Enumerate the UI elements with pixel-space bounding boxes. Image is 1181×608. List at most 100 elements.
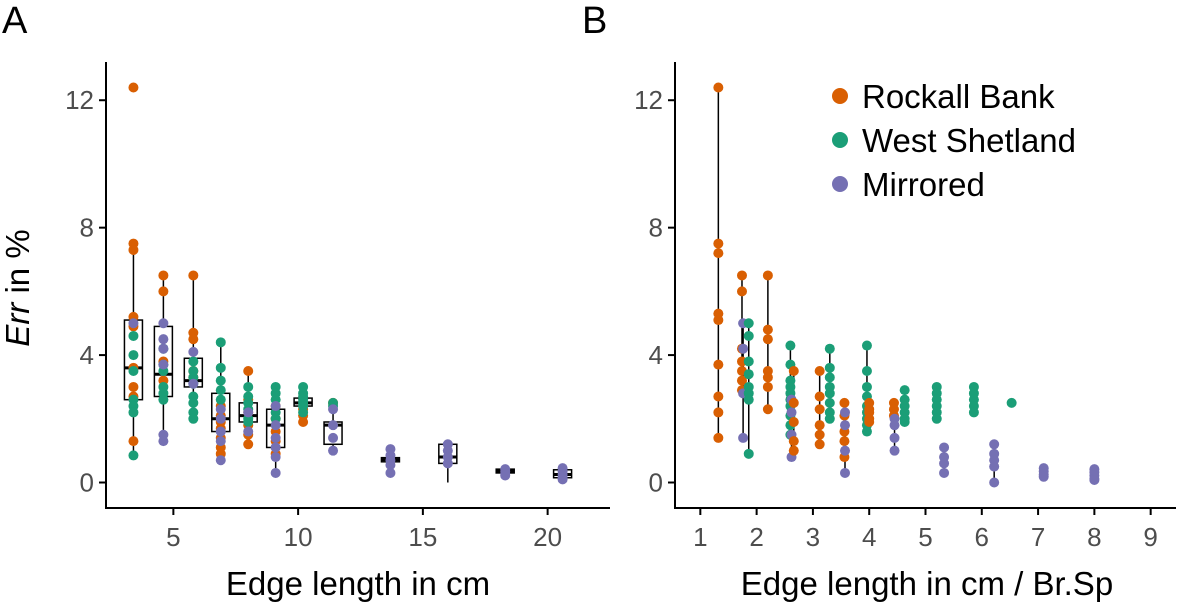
point-shetland bbox=[158, 394, 169, 405]
point-mirrored bbox=[158, 343, 169, 354]
point-rockall bbox=[128, 436, 139, 447]
point-mirrored bbox=[738, 432, 749, 443]
panel-b-x-tick-label: 1 bbox=[693, 522, 707, 552]
point-mirrored bbox=[738, 343, 749, 354]
panel-b-y-tick-label: 0 bbox=[649, 468, 663, 498]
point-shetland bbox=[861, 366, 872, 377]
point-mirrored bbox=[270, 452, 281, 463]
point-mirrored bbox=[786, 407, 797, 418]
point-rockall bbox=[814, 429, 825, 440]
point-mirrored bbox=[840, 407, 851, 418]
panel-b-x-tick-label: 9 bbox=[1143, 522, 1157, 552]
point-rockall bbox=[788, 366, 799, 377]
point-mirrored bbox=[215, 436, 226, 447]
point-shetland bbox=[215, 394, 226, 405]
point-rockall bbox=[243, 366, 254, 377]
point-mirrored bbox=[215, 404, 226, 415]
point-rockall bbox=[762, 404, 773, 415]
point-shetland bbox=[243, 416, 254, 427]
point-mirrored bbox=[270, 420, 281, 431]
point-rockall bbox=[188, 334, 199, 345]
y-axis-title-rest: in % bbox=[0, 229, 36, 302]
point-mirrored bbox=[840, 467, 851, 478]
point-shetland bbox=[128, 450, 139, 461]
point-shetland bbox=[215, 337, 226, 348]
point-rockall bbox=[736, 375, 747, 386]
point-shetland bbox=[743, 318, 754, 329]
point-rockall bbox=[864, 416, 875, 427]
point-rockall bbox=[814, 439, 825, 450]
point-mirrored bbox=[1089, 474, 1100, 485]
legend-key-shetland bbox=[832, 132, 848, 148]
point-rockall bbox=[762, 270, 773, 281]
point-mirrored bbox=[158, 436, 169, 447]
point-mirrored bbox=[270, 467, 281, 478]
point-shetland bbox=[188, 397, 199, 408]
point-shetland bbox=[968, 407, 979, 418]
point-shetland bbox=[899, 385, 910, 396]
point-mirrored bbox=[270, 432, 281, 443]
point-rockall bbox=[788, 436, 799, 447]
point-rockall bbox=[713, 432, 724, 443]
point-rockall bbox=[814, 404, 825, 415]
point-shetland bbox=[298, 407, 309, 418]
panel-b-x-tick-label: 3 bbox=[806, 522, 820, 552]
point-shetland bbox=[128, 330, 139, 341]
point-mirrored bbox=[215, 426, 226, 437]
point-rockall bbox=[713, 238, 724, 249]
point-rockall bbox=[788, 445, 799, 456]
panel-a-x-tick-label: 15 bbox=[408, 522, 437, 552]
panel-b-x-tick-label: 8 bbox=[1087, 522, 1101, 552]
point-mirrored bbox=[243, 407, 254, 418]
point-rockall bbox=[814, 391, 825, 402]
point-shetland bbox=[128, 366, 139, 377]
legend-label-rockall: Rockall Bank bbox=[862, 78, 1055, 115]
point-shetland bbox=[215, 385, 226, 396]
point-mirrored bbox=[889, 420, 900, 431]
panel-b-marks bbox=[713, 82, 1100, 488]
point-mirrored bbox=[989, 439, 1000, 450]
point-mirrored bbox=[215, 413, 226, 424]
point-shetland bbox=[215, 362, 226, 373]
point-shetland bbox=[861, 381, 872, 392]
point-shetland bbox=[899, 416, 910, 427]
legend-key-rockall bbox=[832, 88, 848, 104]
panel-letter-b: B bbox=[582, 0, 607, 42]
panel-a-x-tick-label: 10 bbox=[284, 522, 313, 552]
point-mirrored bbox=[328, 445, 339, 456]
point-mirrored bbox=[889, 445, 900, 456]
point-rockall bbox=[713, 315, 724, 326]
point-rockall bbox=[158, 270, 169, 281]
panel-a-x-tick-label: 20 bbox=[533, 522, 562, 552]
panel-b-x-tick-label: 7 bbox=[1031, 522, 1045, 552]
panel-a-y-ticks: 0 4 8 12 bbox=[65, 85, 106, 498]
point-rockall bbox=[839, 436, 850, 447]
point-rockall bbox=[298, 416, 309, 427]
panel-b-x-tick-label: 4 bbox=[862, 522, 876, 552]
panel-a-x-tick-label: 5 bbox=[166, 522, 180, 552]
point-shetland bbox=[743, 356, 754, 367]
legend-label-mirrored: Mirrored bbox=[862, 166, 985, 203]
point-rockall bbox=[814, 420, 825, 431]
panel-b-x-axis-title: Edge length in cm / Br.Sp bbox=[741, 565, 1113, 602]
point-mirrored bbox=[939, 458, 950, 469]
point-mirrored bbox=[840, 420, 851, 431]
point-rockall bbox=[788, 397, 799, 408]
point-shetland bbox=[243, 381, 254, 392]
point-mirrored bbox=[328, 420, 339, 431]
point-rockall bbox=[713, 359, 724, 370]
point-rockall bbox=[736, 270, 747, 281]
point-mirrored bbox=[442, 458, 453, 469]
point-mirrored bbox=[989, 477, 1000, 488]
point-mirrored bbox=[215, 455, 226, 466]
point-shetland bbox=[743, 448, 754, 459]
point-rockall bbox=[188, 270, 199, 281]
point-mirrored bbox=[500, 470, 511, 481]
point-mirrored bbox=[270, 442, 281, 453]
point-rockall bbox=[158, 286, 169, 297]
point-mirrored bbox=[889, 432, 900, 443]
point-mirrored bbox=[1038, 471, 1049, 482]
panel-a-y-tick-label: 4 bbox=[80, 340, 94, 370]
point-mirrored bbox=[939, 467, 950, 478]
